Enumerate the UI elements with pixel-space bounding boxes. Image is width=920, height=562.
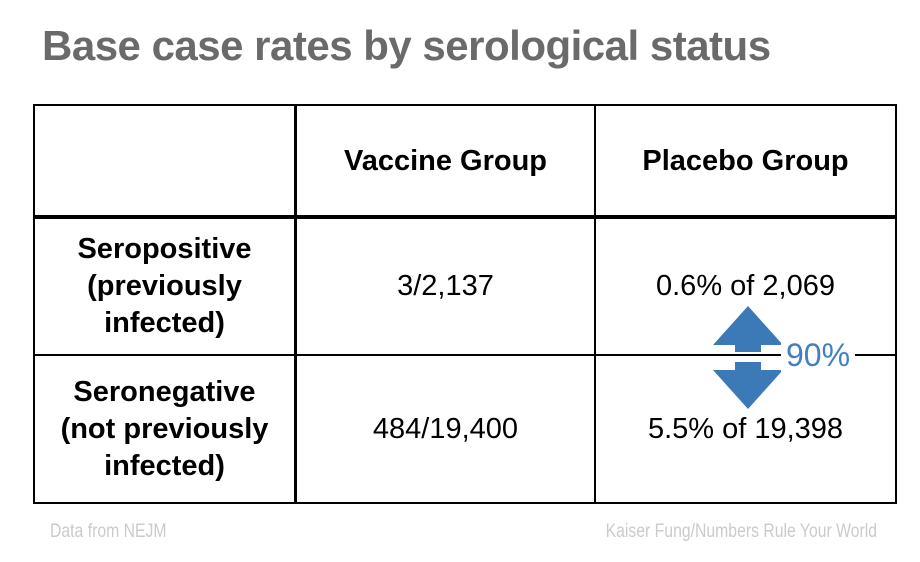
table-column-divider-1 bbox=[294, 104, 297, 504]
label-line: Seronegative bbox=[73, 375, 256, 408]
page-title: Base case rates by serological status bbox=[42, 22, 771, 69]
table-border-right bbox=[895, 104, 897, 504]
label-line: (not previously bbox=[60, 412, 269, 445]
label-line: infected) bbox=[104, 307, 225, 339]
footer-credit: Kaiser Fung/Numbers Rule Your World bbox=[605, 521, 877, 542]
cell-seropositive-vaccine: 3/2,137 bbox=[397, 270, 494, 302]
label-line: infected) bbox=[104, 449, 225, 482]
cell-seropositive-placebo: 0.6% of 2,069 bbox=[656, 270, 835, 302]
column-header-vaccine-group: Vaccine Group bbox=[343, 145, 548, 177]
table-border-top bbox=[33, 104, 897, 106]
table-column-divider-2 bbox=[594, 104, 596, 504]
label-line: (previously bbox=[87, 270, 242, 302]
cell-seronegative-vaccine: 484/19,400 bbox=[372, 412, 519, 445]
footer-source-note: Data from NEJM bbox=[50, 521, 167, 542]
efficacy-annotation-label: 90% bbox=[780, 335, 856, 375]
column-header-placebo-group: Placebo Group bbox=[642, 145, 849, 177]
row-header-label: Seropositive (previously infected) bbox=[77, 231, 251, 342]
row-header-label: Seronegative (not previously infected) bbox=[61, 374, 269, 485]
table-row-divider bbox=[33, 354, 897, 356]
table-border-left bbox=[33, 104, 35, 504]
cell-seronegative-placebo: 5.5% of 19,398 bbox=[647, 412, 844, 445]
label-line: Seropositive bbox=[77, 233, 252, 265]
row-header-seropositive: Seropositive (previously infected) bbox=[35, 219, 294, 354]
table-border-bottom bbox=[33, 502, 897, 504]
data-table: Vaccine Group Placebo Group Seropositive… bbox=[33, 104, 897, 504]
up-down-arrow-icon bbox=[713, 306, 783, 409]
row-header-seronegative: Seronegative (not previously infected) bbox=[35, 356, 294, 502]
table-header-divider bbox=[33, 215, 897, 219]
